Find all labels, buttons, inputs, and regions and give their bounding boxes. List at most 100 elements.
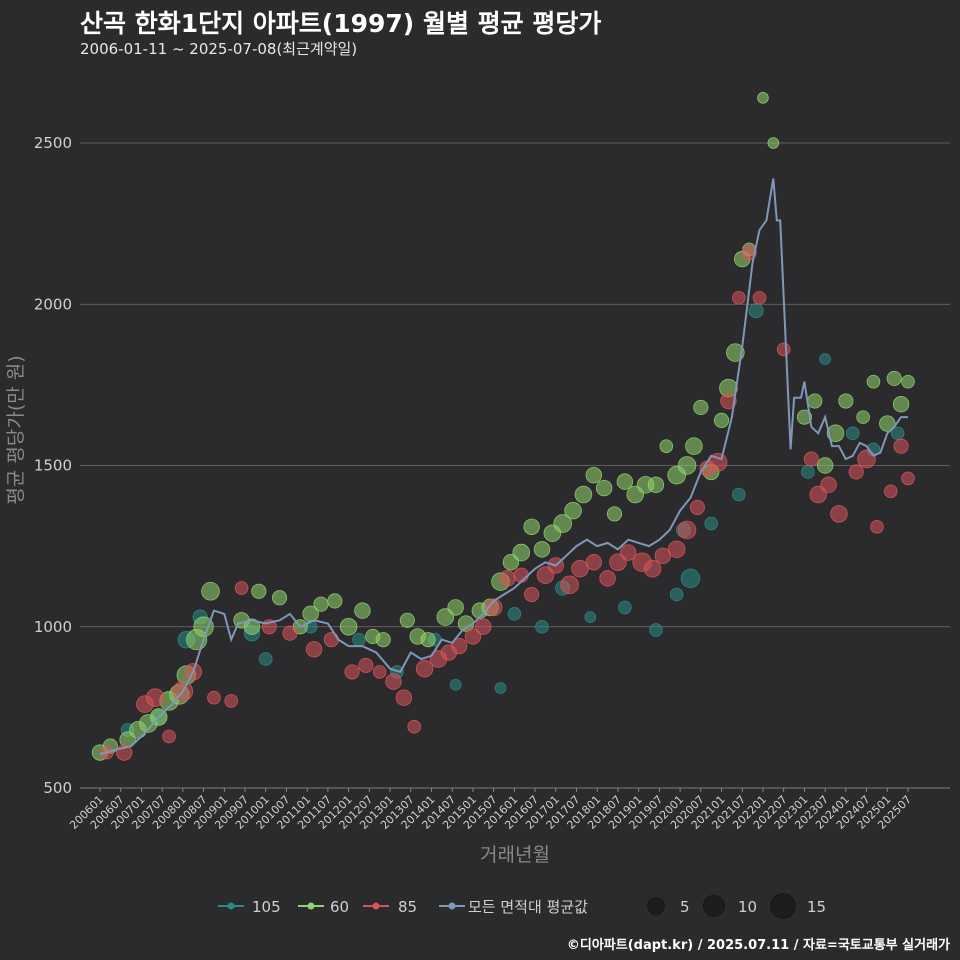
point-85 <box>654 547 672 565</box>
point-85 <box>585 554 602 571</box>
legend: 105 60 85 모든 면적대 평균값 5 10 15 <box>218 893 826 919</box>
y-tick-label: 2000 <box>34 295 72 313</box>
point-60 <box>866 374 881 389</box>
legend-swatch-dot <box>372 902 380 910</box>
point-85 <box>385 673 402 690</box>
point-105 <box>494 682 507 694</box>
point-60 <box>339 617 358 636</box>
point-60 <box>647 476 665 494</box>
point-60 <box>564 501 582 520</box>
point-60 <box>856 410 870 424</box>
point-85 <box>809 485 827 504</box>
point-85 <box>830 505 848 523</box>
point-60 <box>193 616 214 637</box>
legend-label: 60 <box>330 898 349 916</box>
chart-subtitle: 2006-01-11 ~ 2025-07-08(최근계약일) <box>80 40 358 58</box>
point-85 <box>344 664 360 680</box>
point-85 <box>620 544 637 561</box>
point-60 <box>251 583 267 599</box>
point-60 <box>553 514 572 533</box>
average-line-layer <box>99 178 908 756</box>
point-85 <box>776 342 791 357</box>
point-85 <box>720 392 737 410</box>
legend-label: 모든 면적대 평균값 <box>468 898 588 916</box>
point-85 <box>513 567 529 583</box>
point-85 <box>883 484 898 499</box>
legend-label: 85 <box>398 898 417 916</box>
point-85 <box>536 566 555 584</box>
point-60 <box>816 457 834 474</box>
point-105 <box>352 632 366 647</box>
point-85 <box>599 570 616 587</box>
point-60 <box>685 437 703 455</box>
point-60 <box>807 393 823 409</box>
point-60 <box>585 466 602 484</box>
point-85 <box>677 520 697 540</box>
point-60 <box>901 374 915 389</box>
point-85 <box>524 586 540 603</box>
source-caption: ©디아파트(dapt.kr) / 2025.07.11 / 자료=국토교통부 실… <box>566 938 950 953</box>
point-85 <box>323 632 339 648</box>
point-105 <box>801 465 815 479</box>
point-85 <box>207 690 221 705</box>
point-60 <box>327 593 343 609</box>
point-60 <box>879 415 896 432</box>
point-60 <box>533 541 551 558</box>
point-85 <box>464 628 482 645</box>
point-105 <box>258 652 273 666</box>
point-85 <box>803 451 819 467</box>
point-60 <box>436 608 455 626</box>
point-85 <box>224 694 239 708</box>
point-105 <box>535 619 549 634</box>
y-tick-label: 2500 <box>34 134 72 152</box>
point-60 <box>767 137 780 149</box>
point-60 <box>512 543 531 562</box>
legend-size-label: 5 <box>680 898 690 916</box>
point-85 <box>560 575 579 595</box>
legend-swatch-dot <box>448 902 456 910</box>
y-tick-label: 1500 <box>34 457 72 475</box>
legend-swatch-dot <box>307 902 315 910</box>
point-105 <box>649 623 663 637</box>
point-105 <box>748 303 764 319</box>
point-60 <box>677 456 697 475</box>
point-60 <box>838 393 854 409</box>
point-85 <box>870 519 884 534</box>
point-60 <box>713 412 730 428</box>
point-105 <box>584 611 597 623</box>
point-85 <box>358 657 374 674</box>
point-85 <box>234 581 249 595</box>
point-60 <box>892 396 910 413</box>
point-85 <box>643 559 662 578</box>
point-105 <box>704 516 718 531</box>
point-85 <box>415 659 434 678</box>
average-line <box>99 178 908 756</box>
point-60 <box>313 596 329 612</box>
point-60 <box>796 409 812 425</box>
point-85 <box>484 598 503 617</box>
point-85 <box>732 291 746 305</box>
point-60 <box>375 632 391 648</box>
y-tick-label: 1000 <box>34 618 72 636</box>
point-60 <box>606 506 623 522</box>
legend-size-circle <box>770 893 796 919</box>
point-85 <box>145 688 165 707</box>
point-60 <box>616 473 634 490</box>
y-axis-title: 평균 평당가(만 원) <box>5 355 27 504</box>
point-85 <box>901 471 915 486</box>
point-60 <box>447 599 464 616</box>
point-85 <box>741 245 757 261</box>
point-105 <box>845 426 860 441</box>
point-105 <box>449 678 462 691</box>
points-layer <box>91 92 915 761</box>
point-85 <box>305 641 323 658</box>
point-60 <box>354 602 371 619</box>
point-60 <box>420 632 436 648</box>
point-60 <box>595 479 613 497</box>
point-85 <box>893 438 909 454</box>
point-85 <box>282 625 298 641</box>
point-85 <box>820 476 837 494</box>
point-85 <box>162 729 176 744</box>
point-105 <box>732 487 746 502</box>
